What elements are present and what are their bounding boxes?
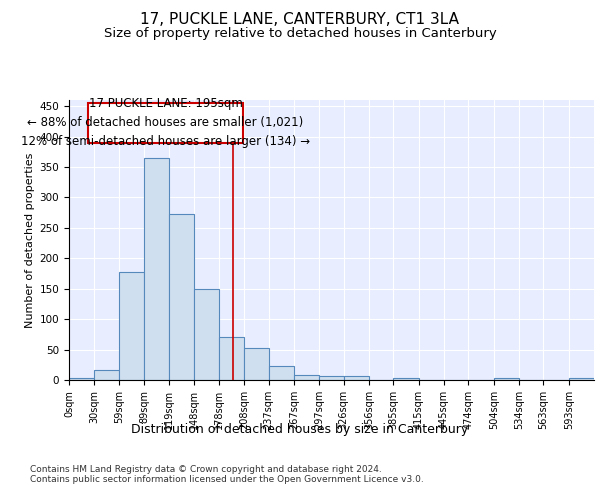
Bar [294, 374, 319, 380]
Bar [94, 370, 119, 380]
Bar [494, 378, 519, 380]
Text: Contains HM Land Registry data © Crown copyright and database right 2024.
Contai: Contains HM Land Registry data © Crown c… [30, 465, 424, 484]
Bar [344, 376, 369, 380]
Text: Distribution of detached houses by size in Canterbury: Distribution of detached houses by size … [131, 422, 469, 436]
Text: 17 PUCKLE LANE: 195sqm
← 88% of detached houses are smaller (1,021)
12% of semi-: 17 PUCKLE LANE: 195sqm ← 88% of detached… [21, 98, 310, 148]
Bar [88, 103, 244, 142]
Bar [394, 378, 419, 380]
Y-axis label: Number of detached properties: Number of detached properties [25, 152, 35, 328]
Bar [244, 348, 269, 380]
Bar [194, 288, 219, 380]
Bar [69, 378, 94, 380]
Bar [219, 338, 244, 380]
Bar [119, 272, 144, 380]
Bar [319, 376, 344, 380]
Bar [569, 378, 594, 380]
Bar [169, 214, 194, 380]
Text: 17, PUCKLE LANE, CANTERBURY, CT1 3LA: 17, PUCKLE LANE, CANTERBURY, CT1 3LA [140, 12, 460, 28]
Text: Size of property relative to detached houses in Canterbury: Size of property relative to detached ho… [104, 28, 496, 40]
Bar [269, 366, 294, 380]
Bar [144, 158, 169, 380]
